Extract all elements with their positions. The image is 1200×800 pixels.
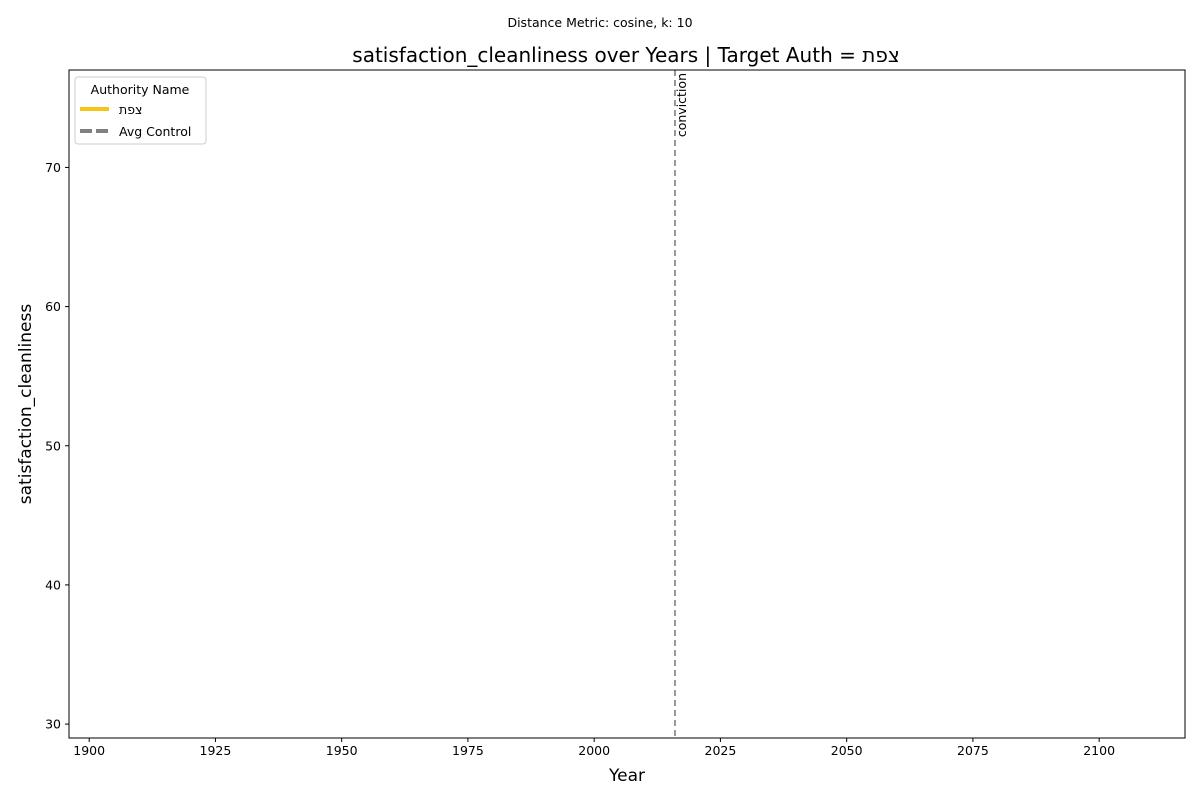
y-tick-label: 30	[45, 717, 61, 732]
x-tick-label: 2100	[1083, 743, 1115, 758]
x-tick-label: 1950	[326, 743, 358, 758]
x-tick-label: 2050	[831, 743, 863, 758]
legend-label-series-2: Avg Control	[119, 124, 191, 139]
legend-box	[74, 76, 207, 145]
x-tick-label: 2000	[578, 743, 610, 758]
plot-frame	[68, 69, 1186, 739]
annotations-layer: conviction	[674, 70, 689, 738]
legend-label-series-1: צפת	[119, 102, 142, 117]
y-tick-label: 40	[45, 577, 61, 592]
y-axis-label: satisfaction_cleanliness	[16, 304, 36, 505]
x-axis: 1900 1925 1950 1975 2000 2025 2050 2075 2100	[73, 738, 1115, 758]
x-tick-label: 2075	[957, 743, 989, 758]
y-axis: 30 40 50 60 70	[45, 160, 69, 732]
legend: Authority Name צפת Avg Control	[74, 76, 207, 145]
x-tick-label: 2025	[705, 743, 737, 758]
chart-title: satisfaction_cleanliness over Years | Ta…	[352, 43, 899, 67]
x-axis-label: Year	[608, 766, 645, 786]
x-tick-label: 1925	[200, 743, 232, 758]
x-tick-label: 1900	[73, 743, 105, 758]
y-tick-label: 70	[45, 160, 61, 175]
chart-suptitle: Distance Metric: cosine, k: 10	[507, 15, 692, 30]
y-tick-label: 60	[45, 299, 61, 314]
x-tick-label: 1975	[452, 743, 484, 758]
plot-area	[69, 70, 1185, 738]
legend-title: Authority Name	[91, 82, 190, 97]
vline-annotation-label: conviction	[674, 73, 689, 137]
y-tick-label: 50	[45, 438, 61, 453]
